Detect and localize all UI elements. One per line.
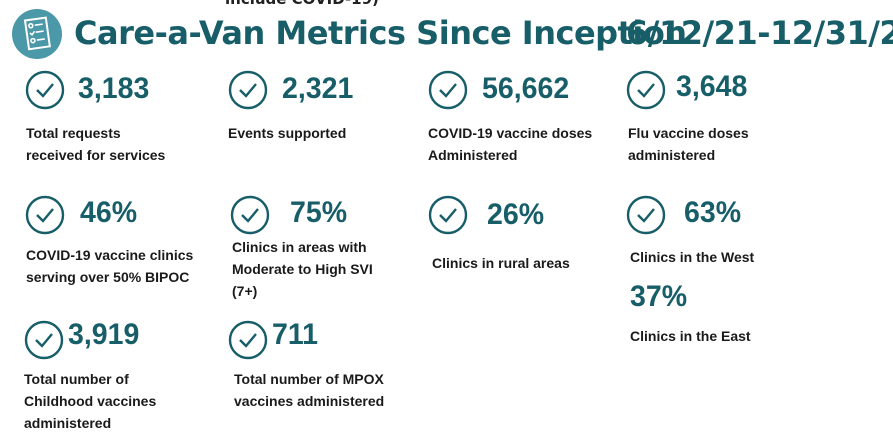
metric-label: Clinics in the East bbox=[630, 325, 751, 347]
metric-label-line: Administered bbox=[428, 147, 518, 163]
metric-value: 3,648 bbox=[676, 70, 748, 103]
date-range: 6/12/21-12/31/23 bbox=[626, 14, 893, 52]
check-circle-icon bbox=[24, 320, 64, 360]
cut-off-text: include COVID-19) bbox=[225, 0, 379, 8]
metric-label: COVID-19 vaccine clinics serving over 50%… bbox=[26, 244, 193, 288]
metric-value: 2,321 bbox=[282, 72, 354, 105]
metric-value: 711 bbox=[272, 318, 318, 351]
metric-value: 3,183 bbox=[78, 72, 150, 105]
check-circle-icon bbox=[228, 70, 268, 110]
metric-label-line: Total requests bbox=[26, 125, 121, 141]
metric-value: 56,662 bbox=[482, 72, 570, 105]
metric-value: 46% bbox=[80, 196, 138, 229]
metric-label-line: Flu vaccine doses bbox=[628, 125, 749, 141]
metric-label-line: serving over 50% BIPOC bbox=[26, 269, 190, 285]
metric-label-line: Childhood vaccines bbox=[24, 393, 157, 409]
check-circle-icon bbox=[626, 70, 666, 110]
metric-value: 63% bbox=[684, 196, 742, 229]
metric-label: COVID-19 vaccine doses Administered bbox=[428, 122, 592, 166]
metric-label: Total requests received for services bbox=[26, 122, 165, 166]
check-circle-icon bbox=[428, 195, 468, 235]
checklist-icon bbox=[12, 9, 62, 59]
check-circle-icon bbox=[25, 70, 65, 110]
metric-value: 37% bbox=[630, 280, 688, 313]
metric-label-line: (7+) bbox=[232, 283, 258, 299]
metric-label: Clinics in rural areas bbox=[432, 252, 570, 274]
metric-label: Total number of MPOX vaccines administere… bbox=[234, 368, 384, 412]
check-circle-icon bbox=[230, 195, 270, 235]
check-circle-icon bbox=[428, 70, 468, 110]
metric-value: 75% bbox=[290, 196, 348, 229]
metric-label-line: COVID-19 vaccine doses bbox=[428, 125, 593, 141]
metric-label: Total number of Childhood vaccines adminis… bbox=[24, 368, 156, 434]
metric-label-line: Clinics in the East bbox=[630, 328, 751, 344]
metric-value: 26% bbox=[487, 198, 545, 231]
metric-label-line: administered bbox=[24, 415, 112, 431]
metric-label-line: Total number of MPOX bbox=[234, 371, 384, 387]
metric-label-line: Moderate to High SVI bbox=[232, 261, 373, 277]
metric-label-line: administered bbox=[628, 147, 716, 163]
metric-label: Flu vaccine doses administered bbox=[628, 122, 749, 166]
check-circle-icon bbox=[228, 320, 268, 360]
metric-label: Clinics in the West bbox=[630, 246, 754, 268]
metric-label-line: received for services bbox=[26, 147, 166, 163]
page-title: Care-a-Van Metrics Since Inception bbox=[74, 14, 687, 52]
metric-label-line: Events supported bbox=[228, 125, 347, 141]
check-circle-icon bbox=[626, 195, 666, 235]
metric-label-line: vaccines administered bbox=[234, 393, 385, 409]
check-circle-icon bbox=[25, 195, 65, 235]
metric-label-line: Clinics in areas with bbox=[232, 239, 367, 255]
metric-label-line: Total number of bbox=[24, 371, 129, 387]
metric-label-line: Clinics in rural areas bbox=[432, 255, 570, 271]
metric-value: 3,919 bbox=[68, 318, 140, 351]
metric-label: Clinics in areas with Moderate to High SV… bbox=[232, 236, 373, 302]
metric-label: Events supported bbox=[228, 122, 346, 144]
metric-label-line: COVID-19 vaccine clinics bbox=[26, 247, 194, 263]
metric-label-line: Clinics in the West bbox=[630, 249, 755, 265]
